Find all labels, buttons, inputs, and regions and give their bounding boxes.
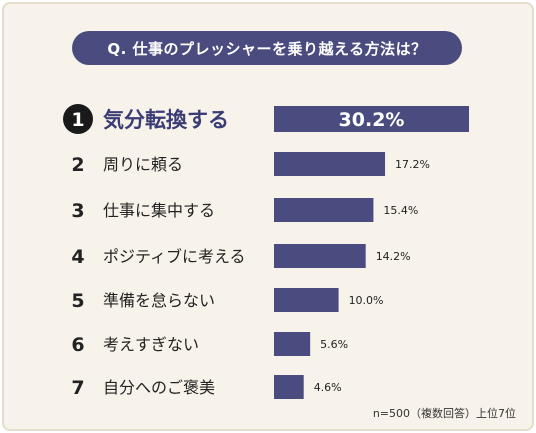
bar	[274, 198, 374, 222]
category-label: 気分転換する	[103, 108, 229, 132]
bar	[274, 332, 311, 356]
bar	[274, 375, 304, 399]
value-label: 15.4%	[383, 204, 418, 217]
rank-number: 4	[71, 246, 84, 268]
rank-number: 7	[71, 377, 84, 399]
bar	[274, 152, 386, 176]
category-label: 考えすぎない	[103, 335, 199, 354]
question-banner: Q. 仕事のプレッシャーを乗り越える方法は？	[72, 31, 462, 65]
sample-footnote: n=500（複数回答）上位7位	[372, 407, 516, 420]
rank-number: 2	[71, 154, 84, 176]
bar	[274, 244, 366, 268]
value-label: 5.6%	[320, 338, 348, 351]
bar	[274, 106, 469, 132]
rank-number: 5	[71, 290, 84, 312]
category-label: ポジティブに考える	[103, 247, 246, 266]
rank-number: 1	[71, 109, 84, 131]
rank-badge	[63, 104, 93, 134]
category-label: 仕事に集中する	[103, 201, 215, 220]
rank-number: 3	[71, 200, 84, 222]
rank-number: 6	[71, 334, 84, 356]
category-label: 自分へのご褒美	[103, 378, 215, 397]
bar	[274, 288, 339, 312]
value-label: 14.2%	[376, 250, 411, 263]
value-label: 17.2%	[395, 158, 430, 171]
value-label: 30.2%	[339, 109, 405, 131]
category-label: 準備を怠らない	[103, 291, 215, 310]
category-label: 周りに頼る	[103, 155, 183, 174]
value-label: 4.6%	[314, 381, 342, 394]
value-label: 10.0%	[349, 294, 384, 307]
